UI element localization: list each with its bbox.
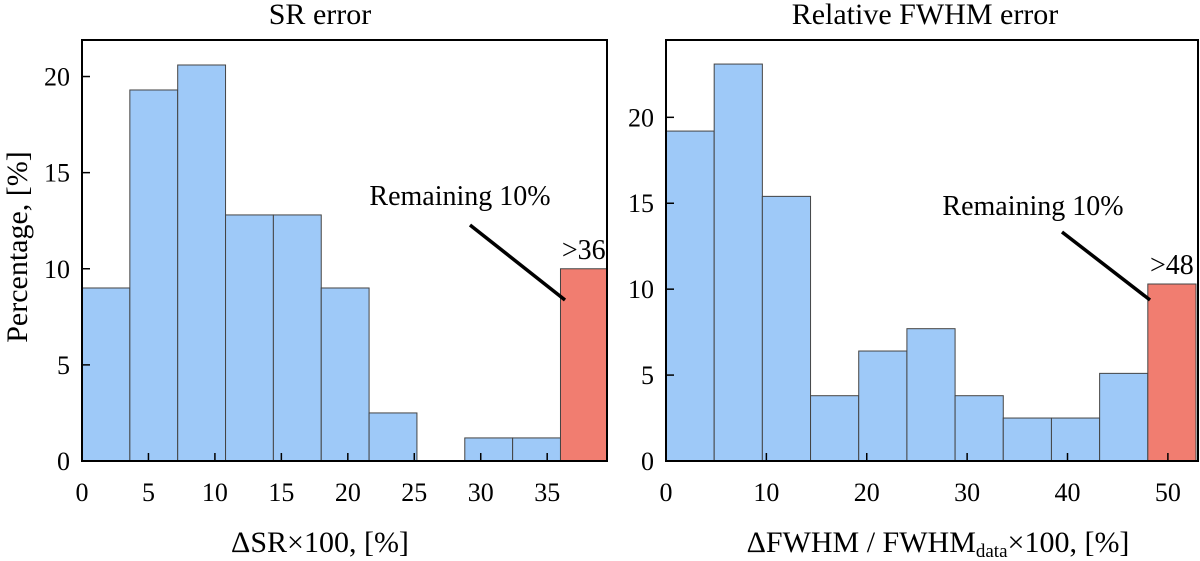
- histogram-bar: [464, 437, 514, 462]
- x-axis-label: ΔSR×100, [%]: [231, 526, 409, 559]
- sr-error-panel: SR error Percentage, [%] ΔSR×100, [%] 0 5…: [1, 0, 608, 559]
- overflow-bin-label: >48: [1150, 250, 1194, 281]
- x-tick-label: 25: [401, 478, 427, 507]
- x-tick-label: 35: [534, 478, 560, 507]
- x-tick-label: 15: [268, 478, 294, 507]
- histogram-bar: [713, 63, 763, 462]
- fwhm-error-panel: Relative FWHM error ΔFWHM / FWHMdata×100…: [628, 0, 1199, 561]
- histogram-bar: [1050, 417, 1101, 462]
- annotation-pointer: [1060, 230, 1152, 302]
- annotation-pointer: [468, 223, 567, 302]
- x-tick-label: 40: [1055, 478, 1081, 507]
- x-tick-label: 10: [202, 478, 228, 507]
- x-tick-label: 5: [142, 478, 155, 507]
- x-tick-label: 0: [76, 478, 89, 507]
- histogram-bar: [906, 328, 956, 462]
- annotation-text: Remaining 10%: [942, 191, 1123, 222]
- x-tick-label: 20: [854, 478, 880, 507]
- histogram-bar: [1099, 372, 1149, 462]
- histogram-bar: [272, 214, 322, 462]
- y-tick-label: 0: [641, 447, 654, 476]
- x-tick-label: 30: [468, 478, 494, 507]
- y-tick-label: 10: [44, 255, 70, 284]
- x-tick-label: 30: [954, 478, 980, 507]
- y-axis-label: Percentage, [%]: [1, 151, 34, 343]
- chart-title: Relative FWHM error: [792, 0, 1059, 31]
- annotation: Remaining 10% >36: [369, 181, 606, 302]
- y-tick-label: 20: [628, 103, 654, 132]
- y-tick-label: 15: [44, 159, 70, 188]
- histogram-bar: [1002, 417, 1052, 462]
- bars: [81, 64, 608, 462]
- x-axis-label-main: ΔFWHM / FWHM: [747, 526, 976, 559]
- x-tick-label: 20: [335, 478, 361, 507]
- histogram-bar: [954, 395, 1004, 462]
- bars: [665, 63, 1197, 462]
- plot-frame: [665, 39, 1199, 462]
- x-tick-label: 10: [753, 478, 779, 507]
- y-tick-label: 10: [628, 275, 654, 304]
- histogram-bar: [665, 130, 715, 462]
- x-tick-label: 50: [1155, 478, 1181, 507]
- y-tick-label: 5: [57, 351, 70, 380]
- plot-frame: [81, 39, 608, 462]
- chart-title: SR error: [269, 0, 371, 31]
- overflow-bin-label: >36: [562, 235, 606, 266]
- histogram-bar: [761, 195, 812, 462]
- histogram-bar: [177, 64, 227, 462]
- overflow-bar: [1147, 283, 1197, 462]
- x-tick-label: 0: [660, 478, 673, 507]
- x-axis-label-tail: ×100, [%]: [1008, 526, 1130, 559]
- histogram-bar: [81, 287, 131, 462]
- histogram-bar: [225, 214, 274, 462]
- y-tick-label: 0: [57, 447, 70, 476]
- y-tick-label: 15: [628, 189, 654, 218]
- histogram-bar: [810, 395, 860, 462]
- y-tick-label: 5: [641, 361, 654, 390]
- histogram-bar: [858, 350, 908, 462]
- x-axis-label-subscript: data: [976, 541, 1008, 561]
- annotation: Remaining 10% >48: [942, 191, 1194, 302]
- ticks: 0 5 10 15 20 25 30 35 0 5 10 15 20: [44, 63, 560, 507]
- histogram-bar: [368, 412, 418, 462]
- overflow-bar: [559, 268, 608, 462]
- histogram-bar: [129, 89, 179, 462]
- histogram-bar: [512, 437, 561, 462]
- y-tick-label: 20: [44, 63, 70, 92]
- annotation-text: Remaining 10%: [369, 181, 550, 212]
- x-axis-label: ΔFWHM / FWHMdata×100, [%]: [747, 526, 1130, 561]
- histogram-bar: [320, 287, 370, 462]
- ticks: 0 10 20 30 40 50 0 5 10 15 20: [628, 103, 1181, 507]
